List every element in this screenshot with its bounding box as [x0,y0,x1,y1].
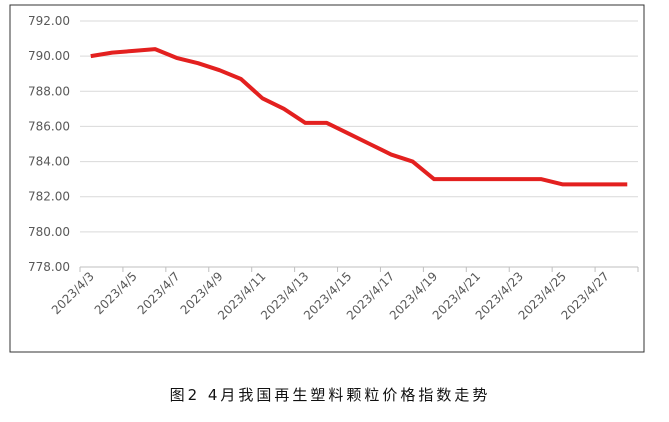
y-tick-label: 782.00 [28,190,70,204]
y-tick-label: 780.00 [28,225,70,239]
y-tick-label: 786.00 [28,119,70,133]
y-tick-label: 788.00 [28,84,70,98]
y-tick-label: 784.00 [28,155,70,169]
y-tick-label: 778.00 [28,260,70,274]
caption: 图2 4月我国再生塑料颗粒价格指数走势 [170,386,491,404]
y-tick-label: 792.00 [28,14,70,28]
line-series [90,47,628,187]
y-tick-label: 790.00 [28,49,70,63]
